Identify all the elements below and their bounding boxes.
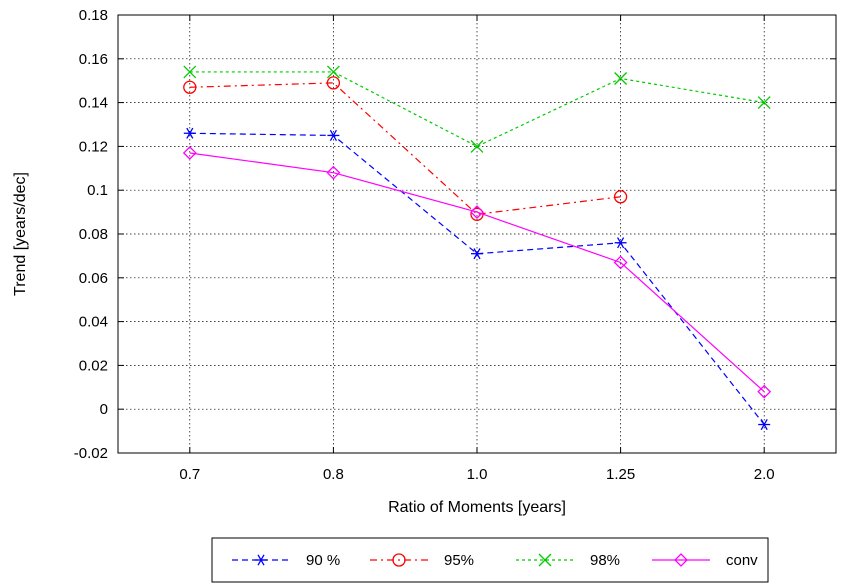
y-tick-label: 0.06 [79,270,108,287]
series-line [189,152,765,393]
legend-label: 90 % [306,552,340,569]
series-layer [182,65,772,431]
x-tick-label: 2.0 [754,466,775,483]
marker-stroke [614,72,628,85]
marker-stroke [329,129,337,141]
data-point [757,384,772,399]
data-point [392,553,406,567]
data-point [757,96,771,110]
y-axis-label: Trend [years/dec] [12,172,29,296]
marker-stroke [757,96,771,110]
x-axis-label: Ratio of Moments [years] [388,499,566,516]
marker-stroke [760,418,768,431]
legend-item: 98% [516,552,620,569]
data-point [183,127,196,139]
x-tick-label: 1.25 [606,466,635,483]
y-tick-label: 0.1 [87,182,108,199]
data-point [326,76,341,90]
x-tick-label: 1.0 [467,466,488,483]
marker-stroke [617,237,625,249]
data-point [674,553,688,567]
y-tick-label: 0.02 [79,357,108,374]
marker-stroke [183,65,197,79]
series-1 [183,127,771,431]
legend-item: 95% [370,552,474,569]
data-point [613,255,628,270]
data-point [614,237,627,249]
marker-stroke [473,248,481,260]
series-line [189,82,621,215]
data-point [183,80,197,94]
data-point [183,65,197,79]
legend-label: 95% [444,552,474,569]
data-point [326,165,341,180]
y-tick-label: 0.08 [79,226,108,243]
axes: -0.02 0 0.02 0.04 0.06 0.08 0.1 0.12 0.14 0.16 0.1… [74,7,836,483]
marker-stroke [186,127,194,139]
series-line [189,132,765,425]
marker-stroke [326,65,340,79]
marker-stroke [470,139,484,153]
x-tick-label: 0.8 [323,466,344,483]
data-point [326,65,340,79]
legend-label: conv [726,552,758,569]
marker-stroke [538,553,552,567]
grid [118,14,836,454]
data-point [470,139,484,153]
data-point [471,248,483,260]
marker-stroke [257,554,265,566]
data-point [255,554,267,566]
data-point [758,418,771,431]
data-point [538,553,552,567]
legend-label: 98% [590,552,620,569]
legend: 90 % 95% 98% conv [211,537,769,583]
data-point [613,190,628,204]
y-tick-label: 0.16 [79,51,108,68]
data-point [470,205,484,220]
y-tick-label: 0.14 [79,95,108,112]
y-tick-label: 0 [100,401,108,418]
y-tick-label: 0.18 [79,7,108,24]
y-tick-label: 0.12 [79,138,108,155]
series-3 [183,65,771,153]
legend-item: 90 % [232,552,340,569]
series-4 [182,146,772,399]
legend-item: conv [652,552,758,569]
x-tick-label: 0.7 [179,466,200,483]
data-point [327,129,340,141]
y-tick-label: 0.04 [79,314,108,331]
y-tick-label: -0.02 [74,445,108,462]
data-point [182,146,197,160]
series-line [189,71,765,148]
data-point [614,72,628,85]
